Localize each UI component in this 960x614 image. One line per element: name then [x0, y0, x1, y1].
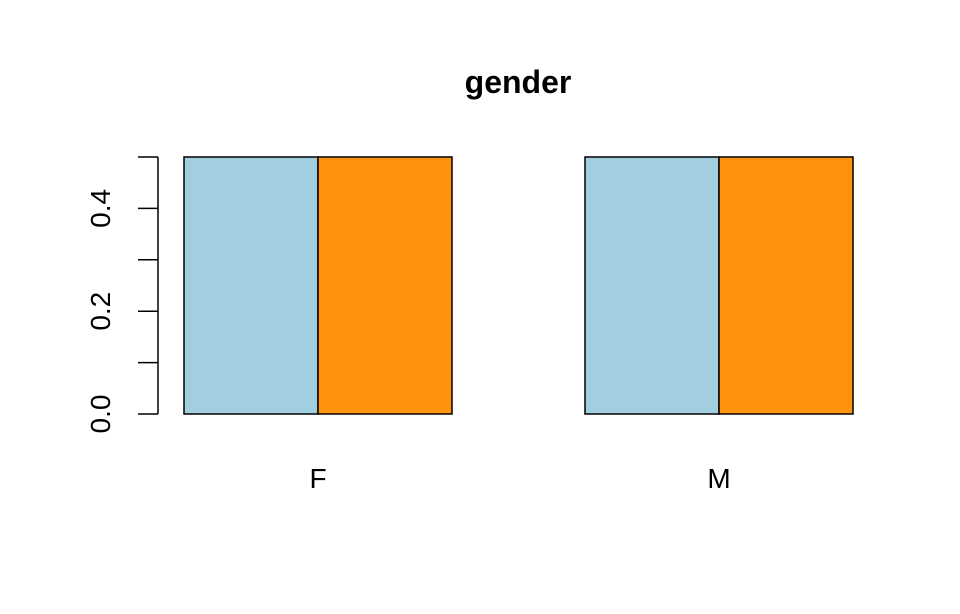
y-axis: 0.0 0.2 0.4: [85, 156, 159, 434]
x-category-label: M: [707, 463, 730, 494]
bar-m-2: [718, 156, 854, 415]
chart-title: gender: [465, 64, 572, 100]
x-category-label: F: [309, 463, 326, 494]
y-tick-label: 0.2: [85, 292, 116, 331]
bar-f-1: [183, 156, 319, 415]
bar-m-1: [584, 156, 720, 415]
bars: [183, 156, 854, 415]
bar-f-2: [317, 156, 453, 415]
y-tick-label: 0.4: [85, 189, 116, 228]
y-tick-label: 0.0: [85, 395, 116, 434]
